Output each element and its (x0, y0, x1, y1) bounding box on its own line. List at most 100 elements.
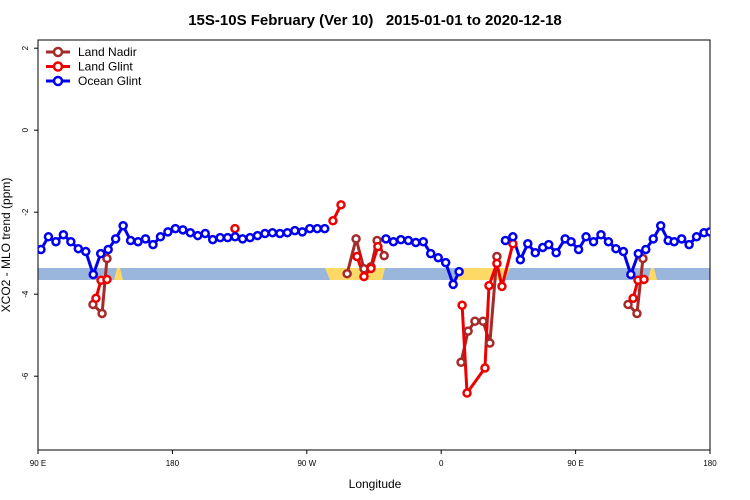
data-point (81, 246, 91, 257)
data-point (470, 316, 480, 327)
land-strip (114, 268, 123, 280)
legend-marker (52, 46, 64, 58)
data-point (669, 236, 679, 247)
data-point (551, 248, 561, 258)
x-tick-label: 90 E (567, 459, 583, 468)
data-point (705, 227, 710, 237)
data-point (102, 253, 112, 264)
data-point (676, 234, 687, 244)
data-point (626, 269, 636, 280)
data-point (43, 232, 54, 242)
data-point (388, 236, 399, 247)
data-point (163, 227, 173, 237)
data-point (102, 274, 112, 285)
data-point (684, 239, 694, 250)
data-point (508, 232, 518, 242)
data-point (379, 250, 389, 261)
data-point (623, 299, 633, 310)
data-point (588, 236, 599, 247)
data-point (655, 220, 666, 231)
land-ocean-strip (38, 268, 710, 280)
data-point (267, 227, 278, 238)
land-strip (648, 268, 657, 280)
data-point (478, 316, 488, 327)
data-point (418, 236, 429, 247)
data-point (411, 237, 421, 248)
data-point (133, 236, 143, 247)
data-point (523, 239, 533, 249)
data-point (305, 223, 315, 234)
series-line (94, 204, 645, 395)
data-point (312, 223, 323, 234)
data-point (58, 230, 69, 240)
y-tick-label: 0 (21, 127, 30, 132)
data-point (245, 232, 255, 243)
data-point (222, 232, 233, 243)
data-point (282, 227, 293, 238)
data-point (633, 248, 644, 259)
data-point (51, 236, 61, 247)
data-point (381, 234, 391, 244)
x-axis-label: Longitude (349, 477, 402, 491)
plot-frame (37, 39, 711, 451)
x-tick-label: 0 (439, 459, 444, 468)
x-tick-label: 90 E (30, 459, 46, 468)
data-point (275, 228, 285, 239)
data-point (396, 234, 406, 245)
data-point (603, 236, 614, 247)
data-point (440, 257, 451, 268)
data-point (319, 223, 330, 234)
data-point (463, 326, 473, 336)
legend-marker (52, 61, 64, 72)
data-point (170, 223, 181, 234)
data-point (648, 234, 659, 244)
legend-label: Land Glint (78, 60, 133, 74)
data-point (38, 244, 46, 255)
data-point (185, 227, 196, 238)
data-point (573, 244, 584, 255)
plot-area (38, 200, 710, 398)
data-point (88, 269, 99, 280)
data-point (103, 244, 113, 255)
data-point (543, 239, 554, 250)
data-point (596, 230, 606, 240)
data-point (148, 239, 158, 250)
data-point (140, 234, 151, 244)
data-point (260, 228, 270, 239)
data-point (500, 235, 511, 246)
data-point (351, 234, 361, 244)
data-point (352, 251, 362, 262)
data-point (480, 363, 490, 373)
data-point (125, 235, 136, 246)
data-point (193, 230, 203, 241)
data-point (359, 271, 369, 282)
data-point (530, 248, 541, 258)
data-point (373, 241, 383, 252)
series-line (91, 237, 645, 363)
data-point (485, 338, 495, 348)
land-strip (456, 268, 510, 280)
data-point (95, 248, 106, 259)
legend-label: Ocean Glint (78, 74, 142, 88)
data-point (237, 234, 248, 244)
data-point (433, 252, 443, 263)
data-point (618, 246, 629, 257)
land-strip (325, 268, 385, 280)
data-point (691, 232, 702, 242)
data-point (230, 223, 240, 234)
data-point (215, 232, 225, 243)
data-point (454, 266, 464, 277)
data-point (66, 236, 76, 247)
data-point (336, 200, 346, 210)
data-point (290, 225, 300, 236)
data-point (328, 216, 338, 226)
y-tick-label: -6 (21, 372, 30, 380)
y-tick-label: -2 (21, 208, 30, 216)
data-point (97, 308, 107, 319)
data-point (456, 357, 466, 368)
x-tick-label: 90 W (297, 459, 316, 468)
legend-marker (52, 75, 64, 87)
y-tick-label: 2 (21, 45, 30, 50)
